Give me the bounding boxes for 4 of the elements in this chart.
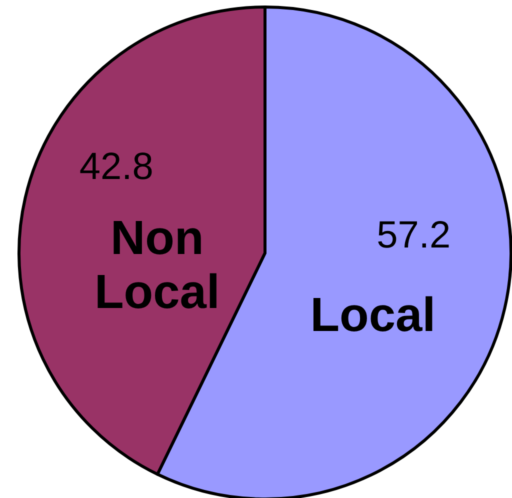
data-label: 57.2	[376, 214, 451, 256]
slice-label: Local	[310, 288, 436, 342]
data-label: 42.8	[79, 146, 154, 188]
slice-label: Non Local	[94, 212, 220, 319]
